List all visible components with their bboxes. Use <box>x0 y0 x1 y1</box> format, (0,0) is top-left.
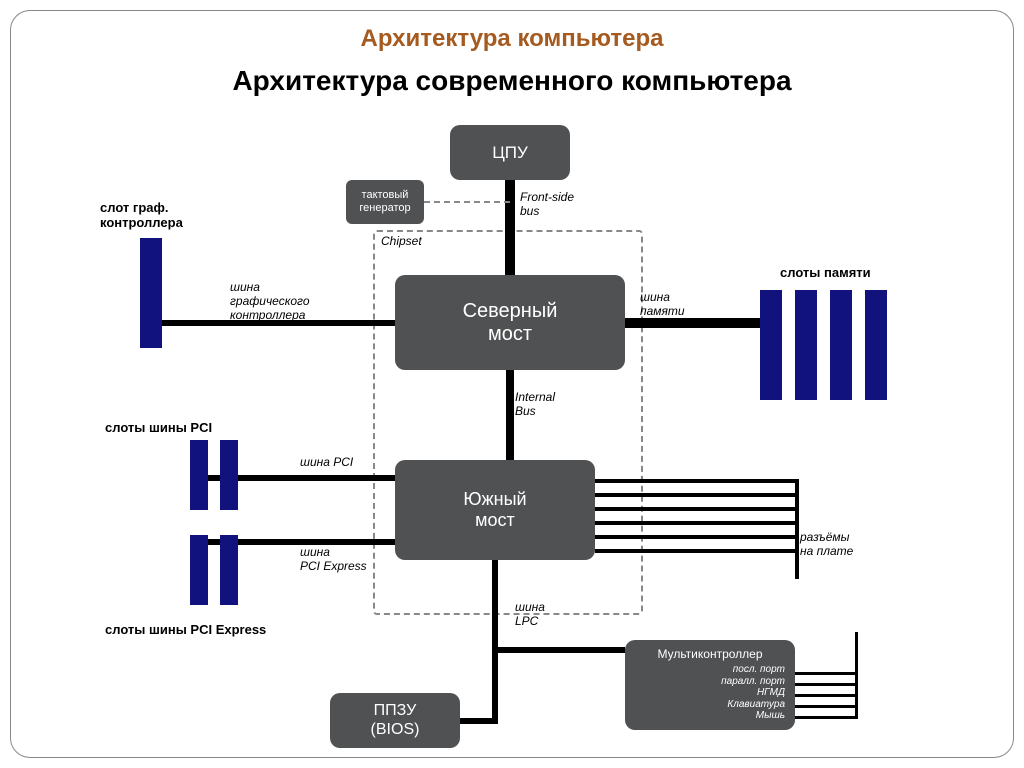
label-slot-pci: слоты шины PCI <box>105 420 212 435</box>
bus-internal <box>506 370 514 460</box>
diagram-stage: Chipset Front-sidebus шинаграфическогоко… <box>0 0 1024 768</box>
label-pcie-bus: шинаPCI Express <box>300 545 367 573</box>
node-clk: тактовыйгенератор <box>346 180 424 224</box>
label-pci-bus: шина PCI <box>300 455 353 469</box>
node-cpu: ЦПУ <box>450 125 570 180</box>
node-mcu: Мультиконтроллер посл. портпаралл. портН… <box>625 640 795 730</box>
bus-lpc-mcu <box>495 647 625 653</box>
label-gpu-bus: шинаграфическогоконтроллера <box>230 280 310 322</box>
node-mcu-sub: посл. портпаралл. портНГМДКлавиатураМышь <box>625 664 795 722</box>
node-north: Северныймост <box>395 275 625 370</box>
connectors-label: разъёмына плате <box>800 530 853 558</box>
label-mem-bus: шинапамяти <box>640 290 685 318</box>
bus-lpc-h <box>460 718 498 724</box>
label-slot-mem: слоты памяти <box>780 265 871 280</box>
node-mcu-title: Мультиконтроллер <box>658 648 763 662</box>
label-lpc-bus: шинаLPC <box>515 600 545 628</box>
bus-clk <box>424 201 510 203</box>
bus-mem <box>625 318 760 328</box>
label-slot-pcie: слоты шины PCI Express <box>105 622 266 637</box>
bus-fsb <box>505 180 515 275</box>
bus-lpc-v <box>492 560 498 721</box>
node-south: Южныймост <box>395 460 595 560</box>
node-bios: ППЗУ(BIOS) <box>330 693 460 748</box>
label-slot-gpu: слот граф.контроллера <box>100 200 183 230</box>
label-intbus: InternalBus <box>515 390 555 418</box>
label-fsb: Front-sidebus <box>520 190 574 218</box>
chipset-label: Chipset <box>381 234 422 248</box>
